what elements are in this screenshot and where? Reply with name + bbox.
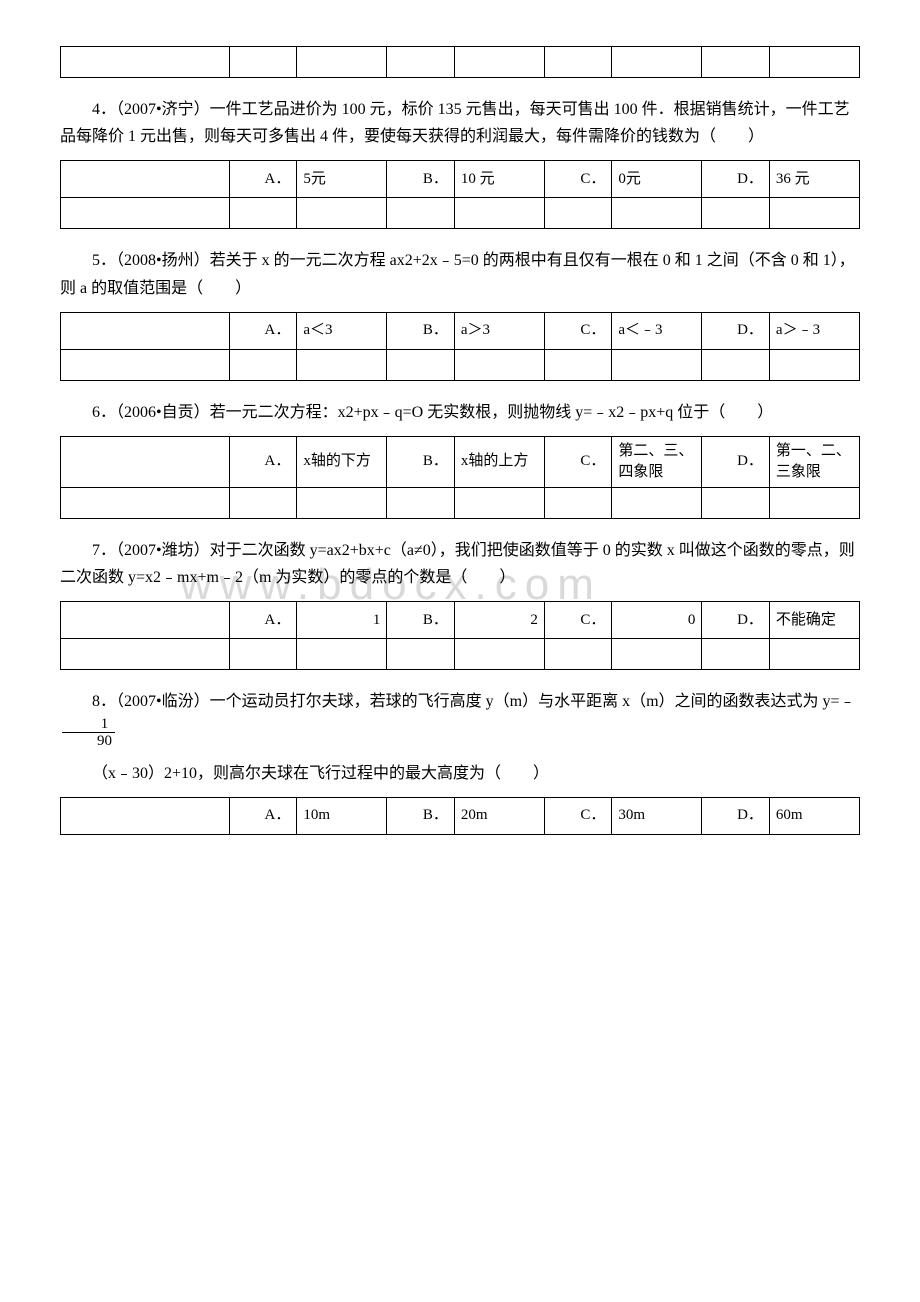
opt-value: 30m [612,797,702,834]
options-table-6: A． x轴的下方 B． x轴的上方 C． 第二、三、四象限 D． 第一、二、三象… [60,436,860,519]
options-table-4: A． 5元 B． 10 元 C． 0元 D． 36 元 [60,160,860,229]
cell-blank [61,312,230,349]
opt-value: a＞3 [454,312,544,349]
table-row [61,487,860,518]
prev-table-tail [60,46,860,78]
frac-den: 90 [62,733,115,750]
opt-label: D． [702,161,770,198]
opt-label: C． [544,161,612,198]
q-num: 6． [92,404,116,421]
question-6: 6．（2006•自贡）若一元二次方程：x2+px﹣q=O 无实数根，则抛物线 y… [60,399,860,426]
opt-value: 0元 [612,161,702,198]
opt-label: D． [702,436,770,487]
opt-value: 0 [612,602,702,639]
opt-label: C． [544,797,612,834]
opt-value: 不能确定 [769,602,859,639]
content: 4．（2007•济宁）一件工艺品进价为 100 元，标价 135 元售出，每天可… [60,46,860,835]
opt-value: 36 元 [769,161,859,198]
options-table-7: A． 1 B． 2 C． 0 D． 不能确定 [60,601,860,670]
table-row: A． 5元 B． 10 元 C． 0元 D． 36 元 [61,161,860,198]
table-row: A． a＜3 B． a＞3 C． a＜﹣3 D． a＞﹣3 [61,312,860,349]
opt-value: a＞﹣3 [769,312,859,349]
opt-label: C． [544,602,612,639]
q-num: 5． [92,252,116,269]
q-num: 8． [92,693,116,710]
question-5: 5．（2008•扬州）若关于 x 的一元二次方程 ax2+2x﹣5=0 的两根中… [60,247,860,301]
opt-value: 60m [769,797,859,834]
cell-blank [61,602,230,639]
table-row [61,198,860,229]
fraction: 190 [62,716,115,750]
cell-blank [61,797,230,834]
q-source: （2008•扬州） [116,252,210,269]
opt-value: x轴的下方 [297,436,387,487]
q-source: （2007•潍坊） [116,542,210,559]
opt-label: B． [387,797,455,834]
opt-label: D． [702,797,770,834]
opt-label: C． [544,436,612,487]
question-4: 4．（2007•济宁）一件工艺品进价为 100 元，标价 135 元售出，每天可… [60,96,860,150]
opt-label: A． [229,312,297,349]
table-row: A． x轴的下方 B． x轴的上方 C． 第二、三、四象限 D． 第一、二、三象… [61,436,860,487]
opt-value: 5元 [297,161,387,198]
opt-value: 1 [297,602,387,639]
question-8-cont: （x﹣30）2+10，则高尔夫球在飞行过程中的最大高度为（ ） [60,760,860,787]
opt-value: 10m [297,797,387,834]
opt-label: B． [387,312,455,349]
options-table-8: A． 10m B． 20m C． 30m D． 60m [60,797,860,835]
q-source: （2007•济宁） [116,101,210,118]
opt-value: 20m [454,797,544,834]
q-num: 4． [92,101,116,118]
q-text: 若一元二次方程：x2+px﹣q=O 无实数根，则抛物线 y=﹣x2﹣px+q 位… [210,404,774,421]
table-row [61,639,860,670]
cell-blank [61,436,230,487]
opt-value: 第二、三、四象限 [612,436,702,487]
q-num: 7． [92,542,116,559]
table-row: A． 1 B． 2 C． 0 D． 不能确定 [61,602,860,639]
question-8: 8．（2007•临汾）一个运动员打尔夫球，若球的飞行高度 y（m）与水平距离 x… [60,688,860,749]
opt-label: C． [544,312,612,349]
opt-label: B． [387,436,455,487]
opt-value: 2 [454,602,544,639]
options-table-5: A． a＜3 B． a＞3 C． a＜﹣3 D． a＞﹣3 [60,312,860,381]
opt-value: x轴的上方 [454,436,544,487]
table-row [61,47,860,78]
table-row [61,349,860,380]
cell-blank [61,161,230,198]
opt-label: B． [387,161,455,198]
opt-label: A． [229,161,297,198]
opt-label: D． [702,312,770,349]
opt-label: A． [229,797,297,834]
opt-value: 第一、二、三象限 [769,436,859,487]
opt-label: A． [229,602,297,639]
q-source: （2006•自贡） [116,404,210,421]
q-text-post: （x﹣30）2+10，则高尔夫球在飞行过程中的最大高度为（ ） [92,765,549,782]
opt-label: B． [387,602,455,639]
question-7: 7．（2007•潍坊）对于二次函数 y=ax2+bx+c（a≠0），我们把使函数… [60,537,860,591]
opt-label: A． [229,436,297,487]
opt-label: D． [702,602,770,639]
frac-num: 1 [62,716,115,734]
opt-value: 10 元 [454,161,544,198]
opt-value: a＜﹣3 [612,312,702,349]
q-source: （2007•临汾） [116,693,210,710]
table-row: A． 10m B． 20m C． 30m D． 60m [61,797,860,834]
opt-value: a＜3 [297,312,387,349]
q-text-pre: 一个运动员打尔夫球，若球的飞行高度 y（m）与水平距离 x（m）之间的函数表达式… [210,693,856,710]
